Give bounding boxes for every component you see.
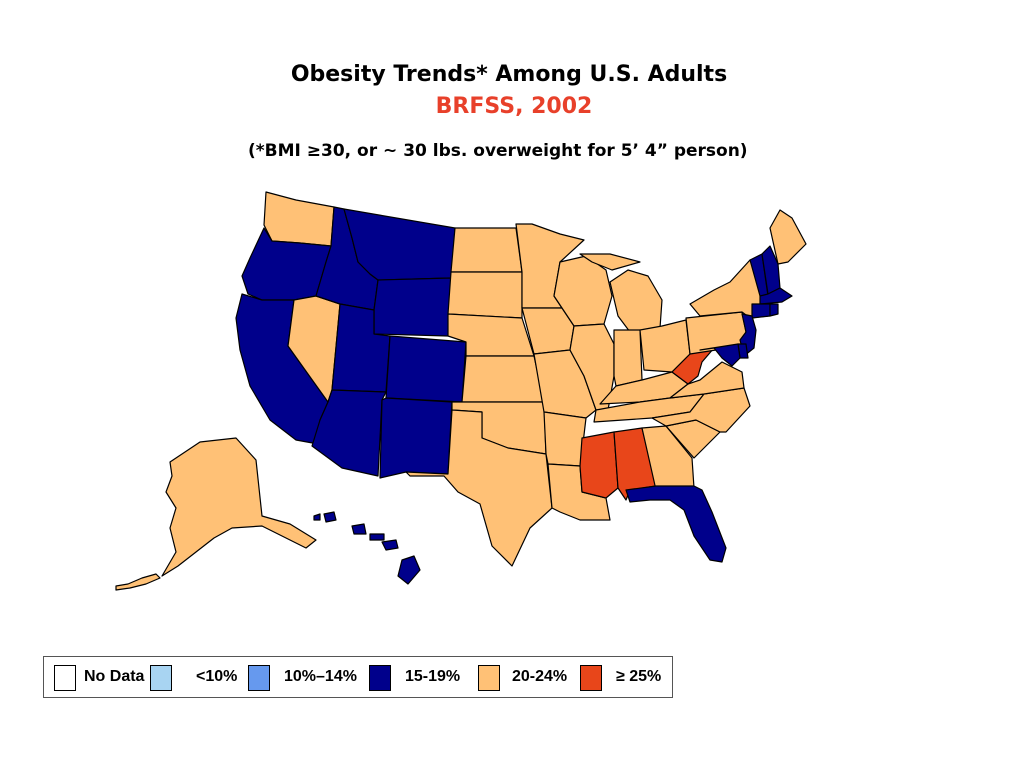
state-HI-oahu (351, 523, 367, 535)
legend-label: <10% (196, 668, 238, 685)
state-MD (699, 343, 741, 367)
legend-swatch (150, 665, 172, 691)
map-subtitle: BRFSS, 2002 (435, 94, 593, 119)
legend-label: ≥ 25% (616, 668, 662, 685)
state-HI-big-island (397, 555, 421, 585)
state-NC (651, 387, 751, 433)
legend-swatch (248, 665, 270, 691)
state-WY (373, 277, 452, 337)
legend-swatch (580, 665, 602, 691)
state-AR (543, 411, 587, 467)
legend-swatch (369, 665, 391, 691)
state-WA (263, 191, 335, 247)
legend-label: No Data (84, 668, 145, 685)
state-ME (769, 209, 807, 265)
legend-label: 20-24% (512, 668, 568, 685)
state-AK-islands (115, 573, 161, 591)
state-VA (669, 361, 745, 399)
state-MI (609, 269, 663, 333)
state-KS (461, 355, 545, 403)
state-NH (761, 245, 781, 295)
state-MI-upper (579, 253, 641, 271)
state-AZ (311, 389, 387, 477)
state-HI-maui (381, 539, 399, 551)
bmi-footnote: (*BMI ≥30, or ~ 30 lbs. overweight for 5… (248, 141, 748, 161)
state-MS (579, 431, 619, 499)
state-GA (641, 425, 695, 491)
legend-label: 10%–14% (284, 668, 357, 685)
state-HI-kauai (323, 511, 337, 523)
state-AK (161, 437, 317, 577)
state-HI-niihau (313, 513, 321, 521)
state-TX (405, 409, 553, 567)
legend-swatch (478, 665, 500, 691)
state-SD (447, 271, 523, 319)
state-HI-molokai (369, 533, 385, 541)
state-FL (625, 485, 727, 563)
state-RI (769, 303, 779, 317)
legend-label: 15-19% (405, 668, 461, 685)
state-CO (385, 335, 467, 403)
map-title: Obesity Trends* Among U.S. Adults (290, 62, 728, 87)
state-CT (751, 303, 771, 319)
state-NM (379, 397, 453, 479)
state-IN (613, 329, 643, 387)
legend-swatch (54, 665, 76, 691)
state-ND (450, 227, 523, 273)
map-legend: No Data <10% 10%–14% 15-19% 20-24% ≥ 25% (43, 656, 673, 698)
